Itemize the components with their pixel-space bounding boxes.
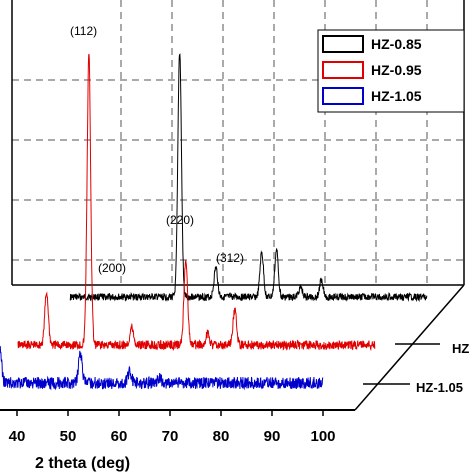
peak-label-200: (200) (98, 261, 126, 275)
depth-label-hz-105: HZ-1.05 (416, 380, 463, 395)
x-axis: 40 50 60 70 80 90 100 (9, 410, 336, 445)
series-line-hz-095 (17, 53, 376, 352)
x-tick-label-60: 60 (111, 428, 128, 445)
floor-right-diagonal (354, 284, 465, 411)
peak-label-112: (112) (70, 24, 97, 38)
x-tick-label-40: 40 (9, 428, 26, 445)
series-line-hz-085 (69, 53, 428, 303)
x-tick-label-50: 50 (60, 428, 77, 445)
legend-box (317, 29, 465, 113)
peak-label-220: (220) (166, 213, 194, 227)
legend-swatch-hz-095 (322, 61, 364, 79)
x-tick-label-70: 70 (162, 428, 179, 445)
legend-swatch-hz-105 (322, 87, 364, 105)
x-axis-title: 2 theta (deg) (35, 455, 130, 472)
legend-label-hz-085: HZ-0.85 (371, 36, 422, 52)
legend-label-hz-105: HZ-1.05 (371, 88, 422, 104)
x-tick-label-90: 90 (264, 428, 281, 445)
series-layer (0, 53, 428, 391)
peak-label-312: (312) (216, 251, 244, 265)
legend-label-hz-095: HZ-0.95 (371, 62, 422, 78)
legend-swatch-hz-085 (322, 35, 364, 53)
depth-label-hz: HZ (452, 341, 469, 356)
series-line-hz-105 (0, 346, 324, 391)
x-tick-label-80: 80 (213, 428, 230, 445)
x-tick-label-100: 100 (310, 428, 335, 445)
legend: HZ-0.85 HZ-0.95 HZ-1.05 (317, 29, 465, 113)
